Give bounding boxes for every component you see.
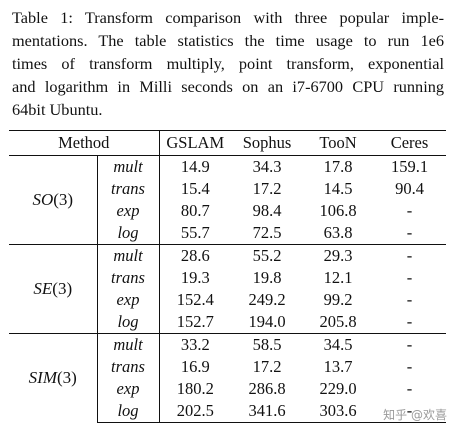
operation-cell: log bbox=[97, 400, 160, 423]
operation-cell: trans bbox=[97, 178, 160, 200]
toon-cell: 63.8 bbox=[323, 223, 353, 242]
group-label: SE(3) bbox=[9, 244, 98, 334]
ceres-cell: - bbox=[406, 290, 413, 309]
caption-line: Table 1: Transform comparison with three… bbox=[12, 8, 444, 27]
group-label-dim: (3) bbox=[53, 190, 74, 209]
sophus-cell: 249.2 bbox=[248, 290, 286, 309]
operation-cell: mult bbox=[97, 333, 160, 356]
sophus-cell: 286.8 bbox=[248, 379, 286, 398]
toon-cell: 12.1 bbox=[323, 268, 353, 287]
group-label-dim: (3) bbox=[57, 368, 77, 388]
table-row: trans 16.9 17.2 13.7 - bbox=[9, 356, 446, 378]
group-sim: SIM(3) mult 33.2 58.5 34.5- trans 16.9 17.2 13.7… bbox=[9, 333, 446, 423]
gslam-cell: 15.4 bbox=[180, 179, 210, 198]
group-label-name: SE bbox=[33, 279, 53, 298]
gslam-cell: 152.4 bbox=[176, 290, 214, 309]
header-method: Method bbox=[9, 130, 160, 156]
operation-cell: log bbox=[97, 222, 160, 245]
gslam-cell: 202.5 bbox=[159, 400, 231, 423]
ceres-cell: - bbox=[406, 379, 413, 398]
caption-line: and logarithm in Milli seconds on an i7-… bbox=[12, 77, 444, 96]
toon-cell: 303.6 bbox=[303, 400, 373, 423]
header-sophus: Sophus bbox=[231, 130, 303, 156]
operation-cell: trans bbox=[97, 267, 160, 289]
header-ceres: Ceres bbox=[373, 130, 446, 156]
table-row: trans 19.3 19.8 12.1 - bbox=[9, 267, 446, 289]
group-se: SE(3) mult 28.6 55.2 29.3- trans 19.3 19.8 12.1-… bbox=[9, 244, 446, 334]
sophus-cell: 17.2 bbox=[252, 179, 282, 198]
toon-cell: 17.8 bbox=[323, 157, 353, 176]
gslam-cell: 152.7 bbox=[176, 312, 214, 331]
ceres-cell: - bbox=[373, 333, 446, 356]
table-row: log 202.5 341.6 303.6- bbox=[9, 400, 446, 423]
ceres-cell: 159.1 bbox=[390, 157, 429, 176]
header-row: Method GSLAM Sophus TooN Ceres bbox=[9, 130, 446, 156]
toon-cell: 13.7 bbox=[323, 357, 353, 376]
sophus-cell: 55.2 bbox=[231, 244, 303, 267]
toon-cell: 99.2 bbox=[323, 290, 353, 309]
group-label-name: SIM bbox=[28, 368, 57, 388]
table-row: SIM(3) mult 33.2 58.5 34.5- bbox=[9, 333, 446, 423]
sophus-cell: 72.5 bbox=[252, 223, 282, 242]
table-row: SO(3) mult 14.9 34.3 17.8 159.1 bbox=[9, 155, 446, 245]
sophus-cell: 194.0 bbox=[248, 312, 286, 331]
sophus-cell: 17.2 bbox=[252, 357, 282, 376]
caption-line: mentations. The table statistics the tim… bbox=[12, 31, 444, 50]
gslam-cell: 180.2 bbox=[176, 379, 214, 398]
operation-cell: exp bbox=[97, 378, 160, 400]
sophus-cell: 19.8 bbox=[252, 268, 282, 287]
operation-cell: mult bbox=[97, 155, 160, 178]
gslam-cell: 55.7 bbox=[180, 223, 210, 242]
table-row: trans 15.4 17.2 14.5 90.4 bbox=[9, 178, 446, 200]
ceres-cell: - bbox=[406, 357, 413, 376]
table-row: SE(3) mult 28.6 55.2 29.3- bbox=[9, 244, 446, 334]
sophus-cell: 34.3 bbox=[252, 157, 282, 176]
comparison-table: Method GSLAM Sophus TooN Ceres SO(3) mult… bbox=[9, 130, 446, 423]
table-row: log 55.7 72.5 63.8 - bbox=[9, 222, 446, 245]
toon-cell: 205.8 bbox=[319, 312, 357, 331]
operation-cell: trans bbox=[97, 356, 160, 378]
table-row: log 152.7 194.0 205.8 - bbox=[9, 311, 446, 334]
group-label-dim: (3) bbox=[52, 279, 73, 298]
group-label-name: SO bbox=[32, 190, 54, 209]
header-toon: TooN bbox=[303, 130, 373, 156]
table-row: exp 180.2 286.8 229.0 - bbox=[9, 378, 446, 400]
gslam-cell: 14.9 bbox=[180, 157, 210, 176]
operation-cell: log bbox=[97, 311, 160, 334]
caption-line: 64bit Ubuntu. bbox=[12, 100, 103, 119]
group-label: SO(3) bbox=[9, 155, 98, 245]
ceres-cell: - bbox=[406, 312, 413, 331]
operation-cell: exp bbox=[97, 289, 160, 311]
table-row: exp 152.4 249.2 99.2 - bbox=[9, 289, 446, 311]
gslam-cell: 80.7 bbox=[180, 201, 210, 220]
table-row: exp 80.7 98.4 106.8 - bbox=[9, 200, 446, 222]
ceres-cell: - bbox=[406, 268, 413, 287]
sophus-cell: 98.4 bbox=[252, 201, 282, 220]
sophus-cell: 341.6 bbox=[231, 400, 303, 423]
gslam-cell: 16.9 bbox=[180, 357, 210, 376]
ceres-cell: - bbox=[373, 400, 446, 423]
ceres-cell: - bbox=[406, 201, 413, 220]
toon-cell: 29.3 bbox=[303, 244, 373, 267]
caption-line: times of transform multiply, point trans… bbox=[12, 54, 444, 73]
sophus-cell: 58.5 bbox=[231, 333, 303, 356]
toon-cell: 34.5 bbox=[303, 333, 373, 356]
ceres-cell: 90.4 bbox=[395, 179, 424, 198]
group-label: SIM(3) bbox=[9, 333, 98, 423]
ceres-cell: - bbox=[373, 244, 446, 267]
toon-cell: 229.0 bbox=[319, 379, 357, 398]
operation-cell: mult bbox=[97, 244, 160, 267]
gslam-cell: 28.6 bbox=[159, 244, 231, 267]
toon-cell: 14.5 bbox=[323, 179, 353, 198]
toon-cell: 106.8 bbox=[319, 201, 357, 220]
header-gslam: GSLAM bbox=[159, 130, 231, 156]
ceres-cell: - bbox=[406, 223, 413, 242]
operation-cell: exp bbox=[97, 200, 160, 222]
gslam-cell: 33.2 bbox=[159, 333, 231, 356]
group-so: SO(3) mult 14.9 34.3 17.8 159.1 trans 15.4 17.2 1… bbox=[9, 155, 446, 245]
watermark: 知乎 @欢喜 bbox=[383, 408, 447, 422]
gslam-cell: 19.3 bbox=[180, 268, 210, 287]
table-caption: Table 1: Transform comparison with three… bbox=[12, 6, 444, 121]
